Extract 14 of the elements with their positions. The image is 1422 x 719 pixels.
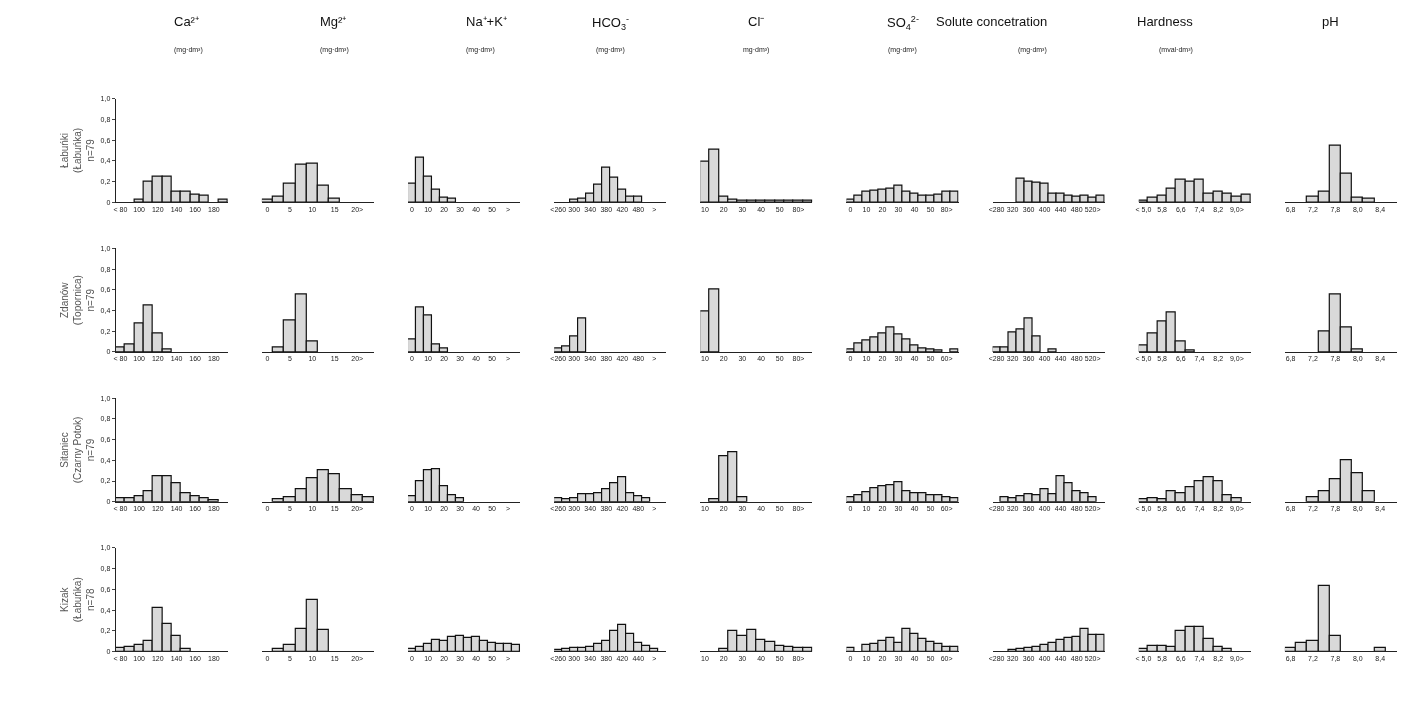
bar — [949, 348, 959, 352]
y-axis-title: Sitaniec (Czarny Potok) n=79 — [58, 416, 96, 484]
chart-title: Mg²⁺ — [320, 14, 347, 29]
y-axis-title: Zdanów (Topornica) n=79 — [58, 275, 96, 326]
chart-title: Cl⁻ — [748, 14, 765, 29]
chart-title: pH — [1322, 14, 1339, 29]
bar — [1047, 348, 1057, 352]
y-axis-title: Kizak (Łabuńka) n=78 — [58, 577, 96, 623]
chart-title: Solute concetration — [936, 14, 1048, 29]
bar — [217, 198, 228, 203]
chart-title: Ca²⁺ — [174, 14, 199, 29]
chart-title: Hardness — [1137, 14, 1194, 29]
chart-title: Na⁺+K⁺ — [466, 14, 507, 29]
y-axis-title: Łabuńki (Łabuńka) n=79 — [58, 127, 96, 173]
